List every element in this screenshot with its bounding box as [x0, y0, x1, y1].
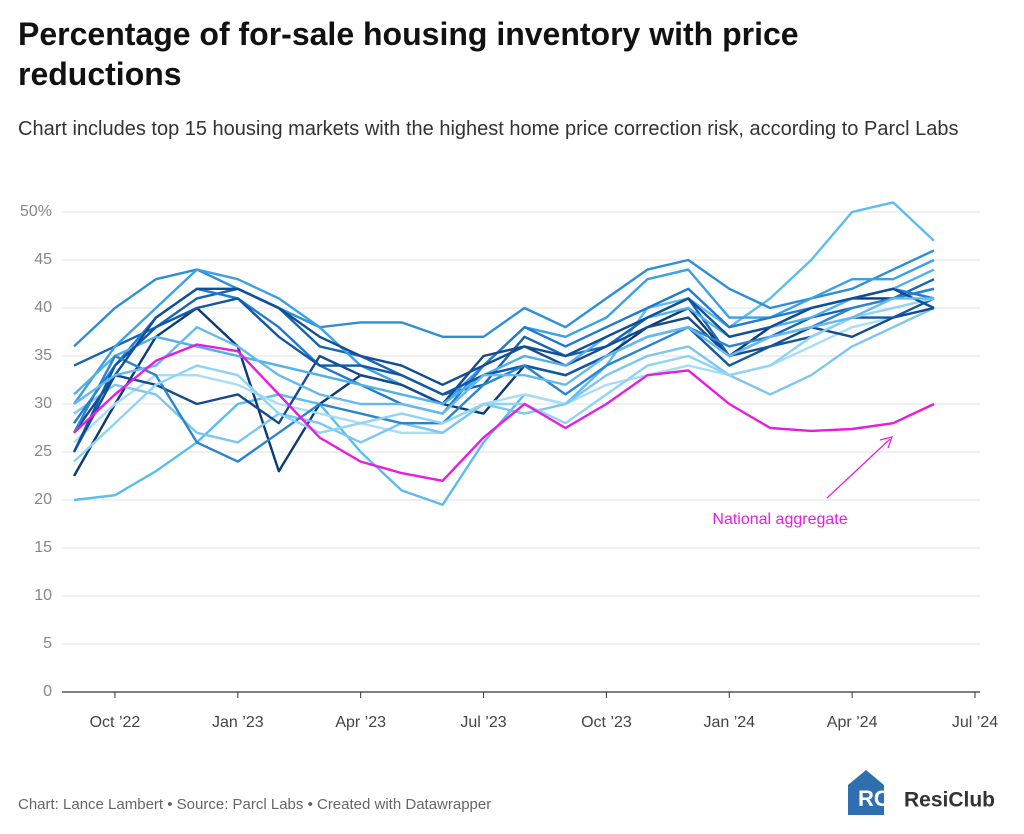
x-tick-label: Oct ’23	[581, 714, 632, 731]
series-line	[73, 297, 935, 463]
x-tick-label: Jan ’24	[703, 714, 755, 731]
series-line	[72, 287, 935, 477]
y-tick-label: 5	[43, 635, 52, 652]
series-line	[73, 287, 935, 424]
series-line	[73, 306, 935, 444]
y-tick-label: 30	[34, 395, 52, 412]
series-line	[73, 306, 935, 434]
series-line	[72, 297, 935, 453]
chart-subtitle: Chart includes top 15 housing markets wi…	[18, 118, 959, 140]
logo-glyph: RC	[858, 786, 890, 811]
y-tick-label: 40	[34, 299, 52, 316]
x-tick-label: Apr ’24	[827, 714, 878, 731]
series-line	[73, 201, 935, 506]
y-tick-label: 0	[43, 683, 52, 700]
y-tick-label: 15	[34, 539, 52, 556]
y-tick-label: 10	[34, 587, 52, 604]
x-tick-label: Apr ’23	[335, 714, 386, 731]
annotation-label: National aggregate	[712, 511, 847, 528]
y-tick-label: 45	[34, 251, 52, 268]
x-tick-label: Oct ’22	[90, 714, 141, 731]
source-note: Chart: Lance Lambert • Source: Parcl Lab…	[18, 796, 491, 813]
series-line	[73, 343, 935, 482]
x-tick-label: Jul ’23	[460, 714, 506, 731]
chart-title: Percentage of for-sale housing inventory…	[18, 16, 799, 92]
y-tick-label: 35	[34, 347, 52, 364]
x-tick-label: Jul ’24	[952, 714, 998, 731]
series-line	[73, 306, 935, 444]
series-line	[73, 268, 935, 406]
series-line	[73, 258, 935, 406]
y-tick-label: 50%	[20, 203, 52, 220]
annotation-arrow	[826, 438, 891, 499]
y-tick-label: 25	[34, 443, 52, 460]
logo: RC ResiClub	[848, 770, 995, 815]
annotation-arrowhead	[879, 436, 893, 449]
logo-mark	[848, 770, 884, 815]
y-tick-label: 20	[34, 491, 52, 508]
series-line	[72, 287, 935, 453]
series-line	[73, 249, 935, 348]
plot-area: 0 5 10 15 20 25 30 35 40 45 50% Oct ’22 Jan ’23 Apr ’…	[20, 201, 998, 731]
logo-text: ResiClub	[904, 789, 995, 812]
x-tick-label: Jan ’23	[212, 714, 264, 731]
series-line	[73, 297, 934, 415]
